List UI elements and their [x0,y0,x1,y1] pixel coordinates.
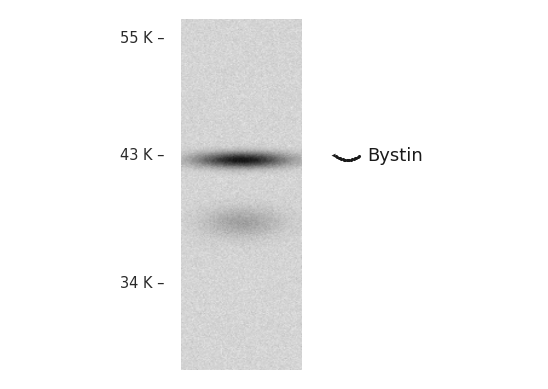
Point [348,156,357,163]
Point [335,155,344,161]
Point [337,156,346,162]
Point [345,157,354,163]
Point [351,155,359,161]
Point [341,157,350,163]
Point [342,157,351,163]
Point [346,157,355,163]
Point [338,156,347,163]
Point [344,157,352,163]
Point [353,154,362,160]
Point [332,152,340,159]
Text: Bystin: Bystin [367,147,423,165]
Point [349,156,358,162]
Text: 43 K –: 43 K – [120,148,164,163]
Text: 34 K –: 34 K – [120,277,164,291]
Point [352,154,361,161]
Point [340,157,349,163]
Point [334,154,343,161]
Text: 55 K –: 55 K – [120,32,164,46]
Point [333,154,341,160]
Point [355,152,363,159]
